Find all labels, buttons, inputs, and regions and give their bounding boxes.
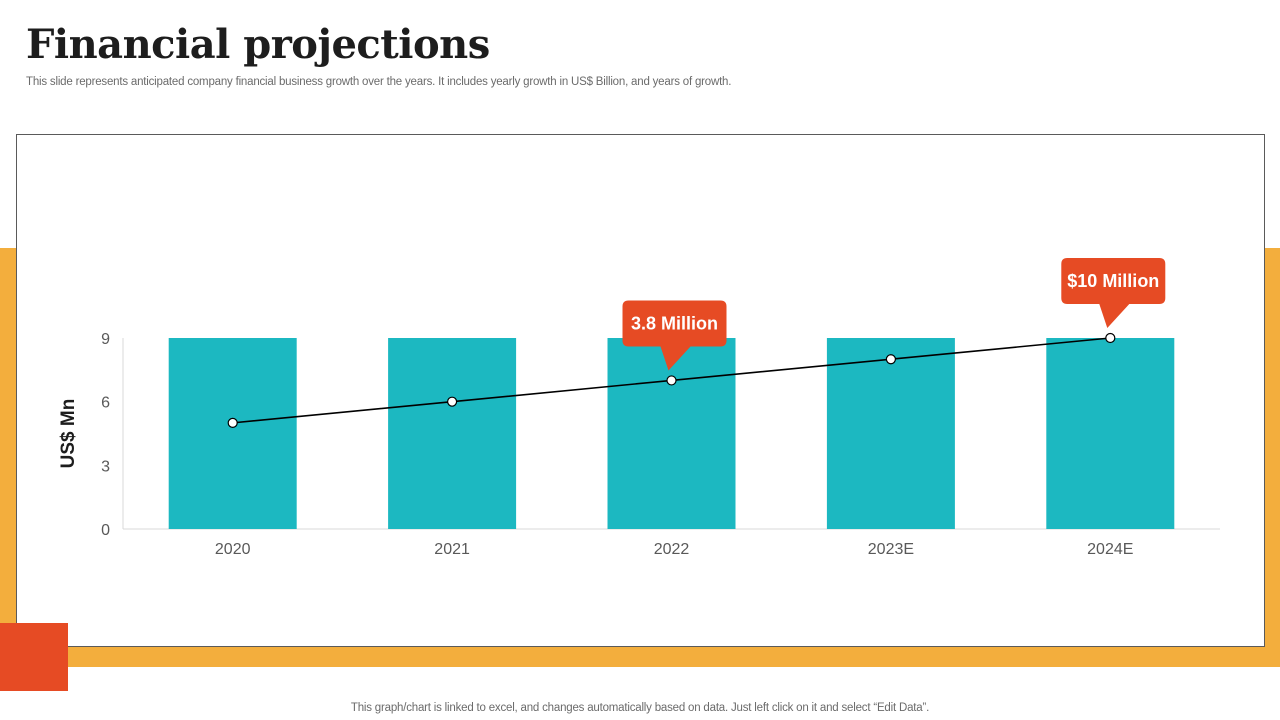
bar [826, 338, 955, 529]
bar [1046, 338, 1175, 529]
bar [607, 338, 736, 529]
line-point [666, 375, 677, 386]
y-axis-title: US$ Mn [58, 399, 79, 469]
x-tick-label: 2023E [868, 541, 914, 558]
bar [388, 338, 517, 529]
callout: $10 Million [1061, 258, 1166, 328]
line-point [447, 396, 458, 407]
chart-svg[interactable]: 0 3 6 9 US$ Mn 2020 2021 2022 2023E 2024E 3.8 Mill… [17, 135, 1264, 646]
x-tick-label: 2022 [654, 541, 690, 558]
decorative-band-bottom [0, 646, 1280, 667]
decorative-band-left [0, 248, 17, 667]
chart-container[interactable]: 0 3 6 9 US$ Mn 2020 2021 2022 2023E 2024E 3.8 Mill… [16, 134, 1265, 647]
callout-label: $10 Million [1067, 271, 1159, 291]
callout-label: 3.8 Million [631, 313, 718, 333]
page-title: Financial projections [26, 21, 490, 68]
page-subtitle: This slide represents anticipated compan… [26, 76, 732, 88]
y-tick-label: 0 [101, 522, 110, 539]
footer-note: This graph/chart is linked to excel, and… [350, 702, 930, 714]
line-point [1105, 332, 1116, 344]
y-tick-label: 6 [101, 395, 110, 412]
bar [168, 338, 297, 529]
callout: 3.8 Million [622, 300, 727, 371]
y-tick-label: 9 [101, 331, 110, 348]
x-tick-label: 2021 [434, 541, 470, 558]
line-point [227, 417, 238, 428]
callout-bubble [1061, 258, 1166, 328]
callout-bubble [622, 300, 727, 371]
decorative-band-right [1264, 248, 1280, 667]
x-tick-label: 2020 [215, 541, 251, 558]
x-tick-label: 2024E [1087, 541, 1133, 558]
y-tick-label: 3 [101, 458, 110, 475]
decorative-accent-square [0, 623, 68, 691]
line-point [885, 354, 897, 365]
